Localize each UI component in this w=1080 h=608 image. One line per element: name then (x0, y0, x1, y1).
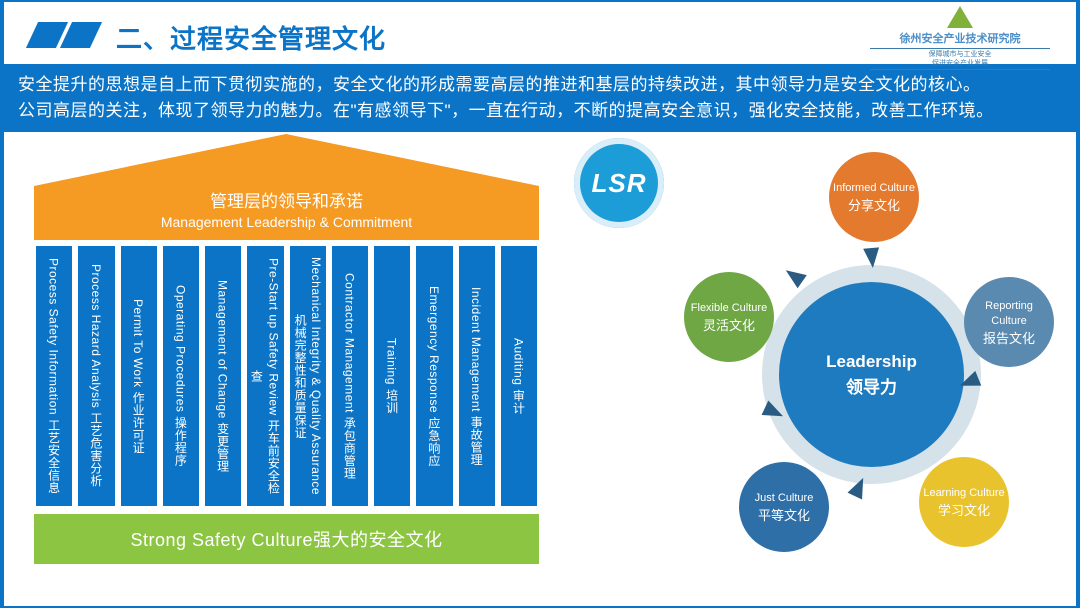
culture-node-4: Just Culture平等文化 (739, 462, 829, 552)
pillar-8: Contractor Management 承包商管理 (332, 246, 368, 506)
pillar-5: Management of Change 变更管理 (205, 246, 241, 506)
pillar-10: Emergency Response 应急响应 (416, 246, 452, 506)
org-logo: 徐州安全产业技术研究院 保障城市与工业安全促进安全产业发展 (870, 6, 1050, 70)
intro-line-1: 安全提升的思想是自上而下贯彻实施的，安全文化的形成需要高层的推进和基层的持续改进… (18, 72, 1062, 98)
pillar-6: Pre-Start up Safety Review 开车前安全检查 (247, 246, 283, 506)
culture-wheel: Leadership 领导力 Informed Culture分享文化 Repor… (684, 142, 1054, 582)
temple-diagram: 管理层的领导和承诺 Management Leadership & Commit… (34, 134, 539, 564)
pillar-3: Permit To Work 作业许可证 (121, 246, 157, 506)
culture-node-2: Reporting Culture报告文化 (964, 277, 1054, 367)
wheel-center: Leadership 领导力 (779, 282, 964, 467)
wheel-arrow-1 (863, 247, 881, 268)
logo-subtitle: 保障城市与工业安全促进安全产业发展 (870, 48, 1050, 70)
pillar-1: Process Safety Information 工艺安全信息 (36, 246, 72, 506)
pillar-12: Auditing 审计 (501, 246, 537, 506)
temple-roof (34, 134, 539, 186)
logo-org-name: 徐州安全产业技术研究院 (870, 30, 1050, 46)
pillar-9: Training 培训 (374, 246, 410, 506)
culture-node-3: Learning Culture学习文化 (919, 457, 1009, 547)
center-zh: 领导力 (846, 375, 897, 401)
culture-node-1: Informed Culture分享文化 (829, 152, 919, 242)
title-accent (32, 22, 102, 50)
logo-triangle-icon (947, 6, 973, 28)
temple-base: Strong Safety Culture强大的安全文化 (34, 514, 539, 564)
culture-node-5: Flexible Culture灵活文化 (684, 272, 774, 362)
lsr-badge: LSR (574, 138, 664, 228)
center-en: Leadership (826, 349, 917, 375)
intro-banner: 安全提升的思想是自上而下贯彻实施的，安全文化的形成需要高层的推进和基层的持续改进… (4, 64, 1076, 132)
pillar-4: Operating Procedures 操作程序 (163, 246, 199, 506)
temple-pillars: Process Safety Information 工艺安全信息Process… (34, 240, 539, 514)
pillar-11: Incident Management 事故管理 (459, 246, 495, 506)
crown-en: Management Leadership & Commitment (38, 212, 535, 232)
temple-crown: 管理层的领导和承诺 Management Leadership & Commit… (34, 186, 539, 240)
page-title: 二、过程安全管理文化 (116, 19, 386, 56)
intro-line-2: 公司高层的关注，体现了领导力的魅力。在"有感领导下"，一直在行动，不断的提高安全… (18, 98, 1062, 124)
content-area: 管理层的领导和承诺 Management Leadership & Commit… (4, 132, 1076, 602)
pillar-2: Process Hazard Analysis 工艺危害分析 (78, 246, 114, 506)
crown-zh: 管理层的领导和承诺 (38, 192, 535, 212)
header: 二、过程安全管理文化 徐州安全产业技术研究院 保障城市与工业安全促进安全产业发展 (4, 2, 1076, 64)
pillar-7: Mechanical Integrity & Quality Assurance… (290, 246, 326, 506)
wheel-arrow-5 (781, 264, 807, 289)
